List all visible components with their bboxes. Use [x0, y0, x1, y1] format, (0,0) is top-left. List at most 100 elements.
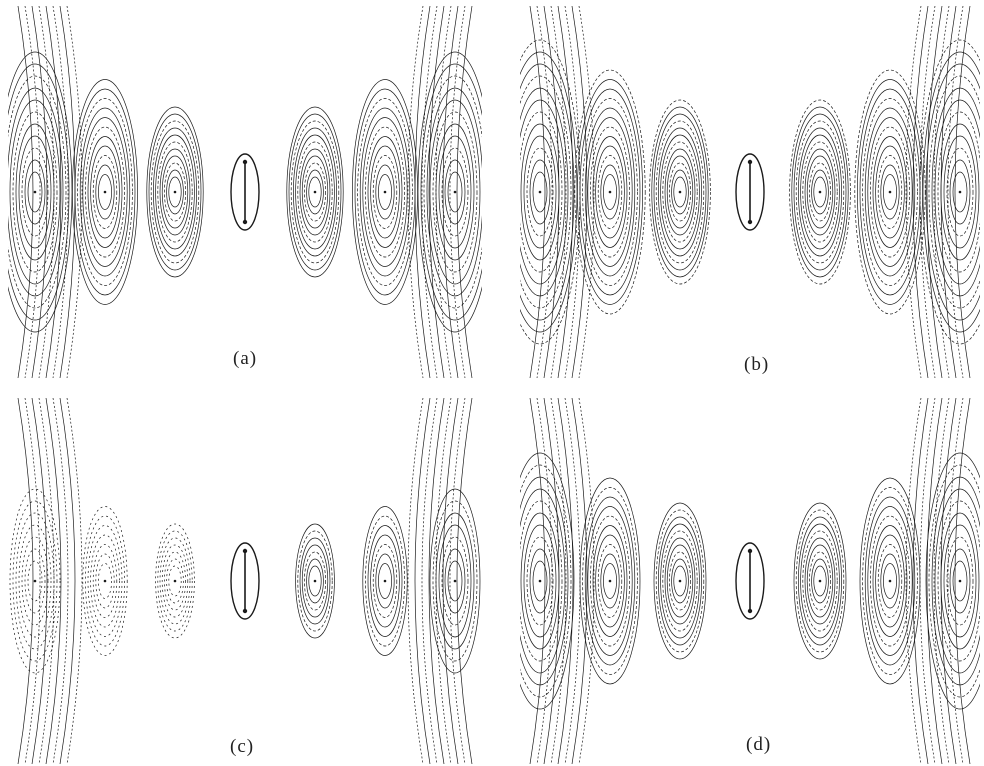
- field-loop: [155, 134, 195, 250]
- field-loop: [420, 63, 482, 321]
- field-loop: [432, 500, 478, 662]
- outer-wavefront: [45, 398, 62, 764]
- outer-wavefront: [529, 398, 546, 764]
- field-loop: [520, 111, 563, 273]
- lobe-center-dot: [608, 190, 612, 194]
- field-loop: [297, 530, 333, 632]
- field-loop: [520, 464, 572, 698]
- field-loop: [9, 488, 61, 674]
- field-loop: [164, 162, 186, 222]
- field-loop: [293, 127, 337, 257]
- lobe-center-dot: [383, 190, 387, 194]
- field-loop: [166, 169, 184, 215]
- field-loop: [18, 524, 52, 638]
- field-loop: [295, 523, 335, 639]
- field-lines-d: [520, 398, 980, 764]
- field-loop: [161, 155, 189, 229]
- panel-caption-b: (b): [744, 354, 770, 375]
- field-loop: [798, 127, 842, 257]
- outer-wavefront: [59, 6, 76, 378]
- antenna-region: [735, 153, 765, 231]
- field-loop: [526, 536, 554, 626]
- field-loop: [875, 145, 905, 239]
- outer-wavefront: [926, 398, 943, 764]
- field-loop: [375, 164, 395, 220]
- field-loop: [658, 127, 702, 257]
- field-loop: [295, 134, 335, 250]
- field-loop: [18, 135, 52, 249]
- field-loop: [597, 544, 623, 618]
- field-loop: [372, 544, 398, 618]
- field-loop: [72, 79, 138, 305]
- field-loop: [24, 548, 46, 614]
- field-loop: [79, 107, 131, 277]
- panel-caption-c: (c): [230, 736, 255, 757]
- field-loop: [435, 123, 475, 261]
- antenna-region: [735, 542, 765, 620]
- field-loop: [155, 523, 195, 639]
- field-loop: [649, 99, 711, 285]
- field-loop: [806, 544, 834, 618]
- field-loop: [943, 135, 977, 249]
- field-loop: [952, 171, 968, 213]
- field-loop: [590, 126, 630, 258]
- field-panel-d: (d): [520, 398, 980, 764]
- outer-wavefront: [421, 398, 438, 764]
- outer-wavefront: [954, 6, 971, 378]
- field-loop: [82, 117, 128, 267]
- field-loop: [870, 515, 910, 647]
- field-loop: [949, 548, 971, 614]
- field-loop: [520, 51, 578, 333]
- field-loop: [357, 98, 413, 286]
- field-loop: [872, 136, 908, 248]
- outer-wavefront: [578, 398, 595, 764]
- field-loop: [77, 98, 133, 286]
- field-loop: [802, 530, 838, 632]
- field-loop: [949, 159, 971, 225]
- field-loop: [870, 126, 910, 258]
- field-loop: [438, 524, 472, 638]
- field-loop: [584, 496, 636, 666]
- field-loop: [813, 176, 827, 208]
- field-loop: [95, 553, 115, 609]
- outer-wavefront: [940, 6, 957, 378]
- field-loop: [520, 452, 575, 710]
- field-loop: [286, 106, 344, 278]
- field-loop: [98, 174, 112, 210]
- lobe-center-dot: [383, 579, 387, 583]
- field-loop: [520, 63, 575, 321]
- outer-wavefront: [557, 398, 574, 764]
- field-loop: [8, 51, 73, 333]
- field-loop: [795, 509, 845, 653]
- outer-wavefront: [407, 398, 424, 764]
- outer-wavefront: [428, 398, 445, 764]
- field-loop: [529, 159, 551, 225]
- field-loop: [802, 141, 838, 243]
- dipole-end-dot: [747, 608, 753, 614]
- field-loop: [943, 524, 977, 638]
- field-loop: [875, 534, 905, 628]
- field-loop: [795, 120, 845, 264]
- field-loop: [590, 515, 630, 647]
- field-loop: [809, 162, 831, 222]
- dipole-end-dot: [242, 159, 248, 165]
- field-loop: [150, 120, 200, 264]
- field-loop: [367, 136, 403, 248]
- field-loop: [922, 51, 980, 333]
- outer-wavefront: [954, 398, 971, 764]
- field-loop: [671, 169, 689, 215]
- field-loop: [441, 536, 469, 626]
- field-loop: [862, 98, 918, 286]
- outer-wavefront: [442, 6, 459, 378]
- lobe-center-dot: [173, 190, 177, 194]
- field-loop: [603, 563, 617, 599]
- dipole-end-dot: [747, 159, 753, 165]
- outer-wavefront: [926, 6, 943, 378]
- field-loop: [857, 79, 923, 305]
- field-loop: [664, 148, 696, 236]
- field-loop: [520, 39, 581, 345]
- panel-caption-a: (a): [233, 348, 258, 369]
- field-lines-b: [520, 6, 980, 378]
- field-loop: [937, 500, 980, 662]
- field-loop: [666, 544, 694, 618]
